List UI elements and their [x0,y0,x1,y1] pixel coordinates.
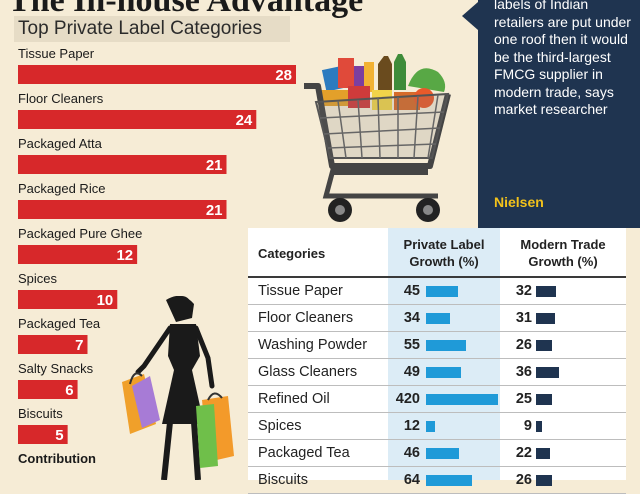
bar-category-label: Tissue Paper [18,46,95,61]
table-cell-modern-trade-growth: 26 [515,472,532,488]
table-cell-private-label-growth: 34 [403,310,420,326]
table-cell-modern-trade-growth: 9 [523,418,532,434]
modern-trade-growth-bar [536,394,552,405]
bar-category-label: Spices [18,271,58,286]
table-cell-modern-trade-growth: 25 [515,391,532,407]
private-label-growth-bar [426,421,435,432]
table-cell-private-label-growth: 64 [403,472,420,488]
table-cell-private-label-growth: 46 [403,445,420,461]
table-row: Tissue Paper 45 32 [248,278,626,305]
bar-value-label: 6 [65,382,73,399]
table-cell-private-label-growth: 55 [403,337,420,353]
bar-category-label: Packaged Atta [18,136,103,151]
modern-trade-growth-bar [536,313,556,324]
growth-table: Categories Private Label Growth (%) Mode… [248,228,626,494]
modern-trade-growth-bar [536,475,553,486]
bar [18,335,88,354]
modern-trade-growth-bar [536,421,542,432]
bar [18,380,78,399]
shopping-cart-icon [304,54,451,222]
table-row: Refined Oil 420 25 [248,386,626,413]
chart-subtitle: Top Private Label Categories [14,16,290,42]
headline: The In-house Advantage [8,0,364,19]
table-cell-modern-trade-growth: 22 [515,445,532,461]
bar-value-label: 10 [97,292,114,309]
bar-value-label: 21 [206,202,223,219]
table-cell-modern-trade-growth: 36 [515,364,532,380]
bar [18,425,68,444]
table-row: Biscuits 64 26 [248,467,626,494]
bar [18,200,227,219]
callout-text: labels of Indian retailers are put under… [494,0,631,117]
callout-source: Nielsen [494,194,544,210]
bar [18,245,138,264]
table-cell-category: Spices [258,418,302,434]
table-cell-category: Glass Cleaners [258,364,358,380]
bar-value-label: 7 [75,337,83,354]
table-cell-private-label-growth: 45 [403,283,420,299]
bar-category-label: Packaged Tea [18,316,101,331]
table-cell-category: Floor Cleaners [258,310,354,326]
table-cell-category: Biscuits [258,472,308,488]
private-label-growth-bar [426,448,460,459]
table-cell-private-label-growth: 49 [403,364,420,380]
bar-value-label: 28 [275,67,292,84]
row-divider [248,358,626,359]
row-divider [248,385,626,386]
table-cell-category: Tissue Paper [258,283,343,299]
bar-value-label: 21 [206,157,223,174]
private-label-growth-bar [426,313,451,324]
table-cell-category: Refined Oil [258,391,330,407]
table-cell-modern-trade-growth: 26 [515,337,532,353]
table-row: Washing Powder 55 26 [248,332,626,359]
private-label-growth-bar [426,286,459,297]
bar-value-label: 5 [55,427,63,444]
private-label-growth-bar [426,367,462,378]
header-divider [248,276,626,278]
table-cell-category: Washing Powder [258,337,368,353]
row-divider [248,412,626,413]
table-cell-category: Packaged Tea [258,445,350,461]
row-divider [248,466,626,467]
private-label-bar-chart: Tissue Paper 28 Floor Cleaners 24 Packaged A… [18,46,296,466]
private-label-growth-bar [426,394,498,405]
table-row: Spices 12 9 [248,413,626,440]
bar-category-label: Packaged Pure Ghee [18,226,142,241]
bar-category-label: Floor Cleaners [18,91,104,106]
modern-trade-growth-bar [536,340,553,351]
bar [18,290,118,309]
table-cell-private-label-growth: 420 [395,391,420,407]
modern-trade-growth-bar [536,286,556,297]
private-label-growth-bar [426,340,466,351]
header-private-label-growth: Private Label Growth (%) [403,237,485,269]
bar-value-label: 24 [236,112,253,129]
bar-category-label: Contribution [18,451,96,466]
callout-pointer [462,2,478,30]
table-cell-private-label-growth: 12 [403,418,420,434]
table-row: Packaged Tea 46 22 [248,440,626,467]
row-divider [248,331,626,332]
bar-category-label: Salty Snacks [18,361,94,376]
private-label-column-shade [388,228,500,480]
table-row: Glass Cleaners 49 36 [248,359,626,386]
bar-category-label: Biscuits [18,406,63,421]
bar-category-label: Packaged Rice [18,181,105,196]
bar [18,155,227,174]
private-label-growth-bar [426,475,473,486]
bar [18,110,257,129]
bar [18,65,296,84]
callout-box: labels of Indian retailers are put under… [478,0,640,228]
row-divider [248,304,626,305]
shopper-silhouette-icon [122,296,234,480]
table-row: Floor Cleaners 34 31 [248,305,626,332]
row-divider [248,439,626,440]
bar-value-label: 12 [116,247,133,264]
table-cell-modern-trade-growth: 32 [515,283,532,299]
modern-trade-growth-bar [536,448,550,459]
header-modern-trade-growth: Modern Trade Growth (%) [520,237,606,269]
modern-trade-growth-bar [536,367,559,378]
table-cell-modern-trade-growth: 31 [515,310,532,326]
header-categories: Categories [258,245,326,261]
